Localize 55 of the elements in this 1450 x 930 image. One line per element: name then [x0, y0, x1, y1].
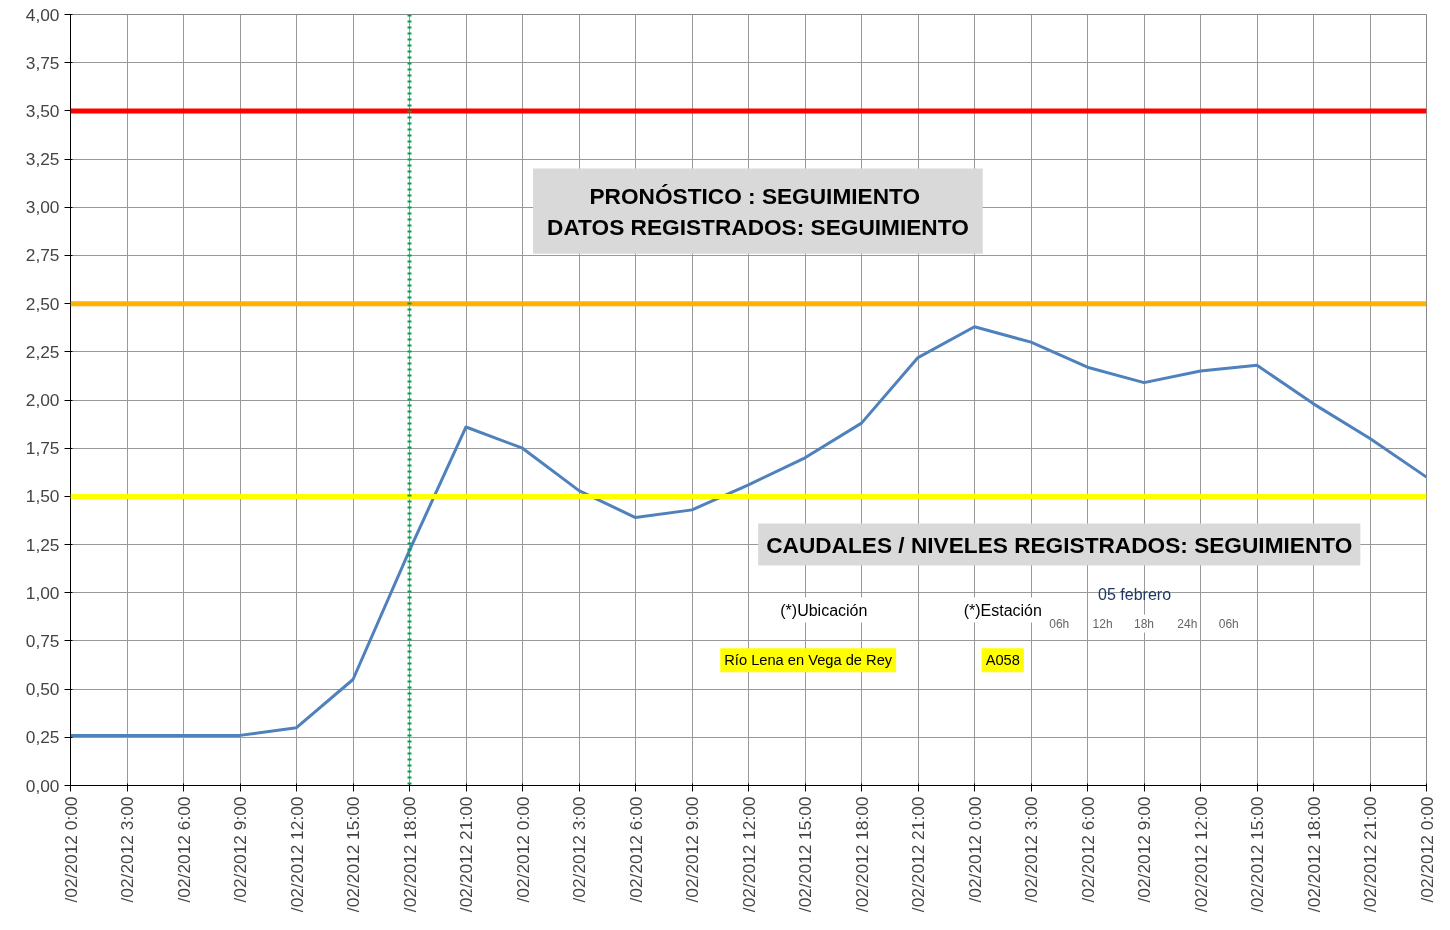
- y-tick-label: 3,50: [25, 100, 60, 121]
- annotation: Río Lena en Vega de Rey: [724, 652, 893, 669]
- y-tick-label: 4,00: [25, 4, 60, 25]
- x-tick-label: /02/2012 6:00: [625, 796, 646, 903]
- x-tick-label: /02/2012 15:00: [1247, 796, 1267, 913]
- x-tick-label: /02/2012 15:00: [343, 796, 363, 913]
- y-tick-label: 0,00: [25, 775, 60, 796]
- x-tick-label: /02/2012 21:00: [1360, 796, 1380, 913]
- x-tick-label: /02/2012 18:00: [1303, 796, 1324, 913]
- y-tick-label: 1,00: [25, 582, 60, 603]
- y-tick-label: 0,50: [25, 679, 60, 700]
- y-tick-label: 0,25: [25, 727, 60, 748]
- x-tick-label: /02/2012 18:00: [399, 796, 420, 913]
- x-tick-label: /02/2012 3:00: [117, 796, 137, 903]
- line-series: [70, 325, 1427, 737]
- annotation: (*)Ubicación: [780, 601, 868, 619]
- annotation: CAUDALES / NIVELES REGISTRADOS: SEGUIMIENTO: [766, 531, 1353, 558]
- x-tick-label: /02/2012 0:00: [60, 796, 81, 903]
- x-tick-label: /02/2012 12:00: [286, 796, 307, 913]
- annotation: 06h: [1218, 616, 1239, 631]
- x-tick-label: /02/2012 6:00: [1077, 796, 1098, 903]
- y-tick-label: 1,75: [25, 438, 60, 459]
- x-tick-label: /02/2012 21:00: [456, 796, 476, 913]
- y-tick-label: 1,25: [25, 534, 60, 555]
- y-tick-label: 3,75: [25, 52, 60, 73]
- x-tick-label: /02/2012 12:00: [738, 796, 759, 913]
- annotation: 06h: [1049, 616, 1070, 631]
- y-tick-label: 3,25: [25, 149, 60, 170]
- y-tick-label: 2,50: [25, 293, 60, 314]
- annotation: A058: [985, 652, 1020, 669]
- y-tick-label: 3,00: [25, 197, 60, 218]
- x-tick-label: /02/2012 6:00: [173, 796, 194, 903]
- x-tick-label: /02/2012 3:00: [569, 796, 589, 903]
- y-tick-label: 2,25: [25, 341, 60, 362]
- x-tick-label: /02/2012 18:00: [851, 796, 872, 913]
- annotation: 12h: [1092, 616, 1113, 631]
- y-tick-label: 2,75: [25, 245, 60, 266]
- annotation: 18h: [1133, 616, 1155, 631]
- x-tick-label: /02/2012 9:00: [1134, 796, 1154, 903]
- y-tick-label: 1,50: [25, 486, 60, 507]
- x-tick-label: /02/2012 0:00: [1416, 796, 1437, 903]
- y-tick-label: 0,75: [25, 630, 60, 651]
- annotation: PRONÓSTICO : SEGUIMIENTO DATOS REGISTRADOS: SEGUIMIENTO: [547, 182, 969, 240]
- x-tick-label: /02/2012 9:00: [230, 796, 250, 903]
- y-tick-label: 2,00: [25, 390, 60, 410]
- annotation: 24h: [1177, 616, 1198, 631]
- annotation: 05 febrero: [1098, 586, 1172, 604]
- x-tick-label: /02/2012 0:00: [964, 796, 985, 903]
- x-tick-label: /02/2012 0:00: [512, 796, 533, 903]
- x-tick-label: /02/2012 12:00: [1190, 796, 1211, 913]
- x-tick-label: /02/2012 21:00: [908, 796, 928, 913]
- x-tick-label: /02/2012 9:00: [682, 796, 702, 903]
- x-tick-label: /02/2012 15:00: [795, 796, 815, 913]
- annotation: (*)Estación: [963, 601, 1042, 619]
- x-tick-label: /02/2012 3:00: [1021, 796, 1041, 903]
